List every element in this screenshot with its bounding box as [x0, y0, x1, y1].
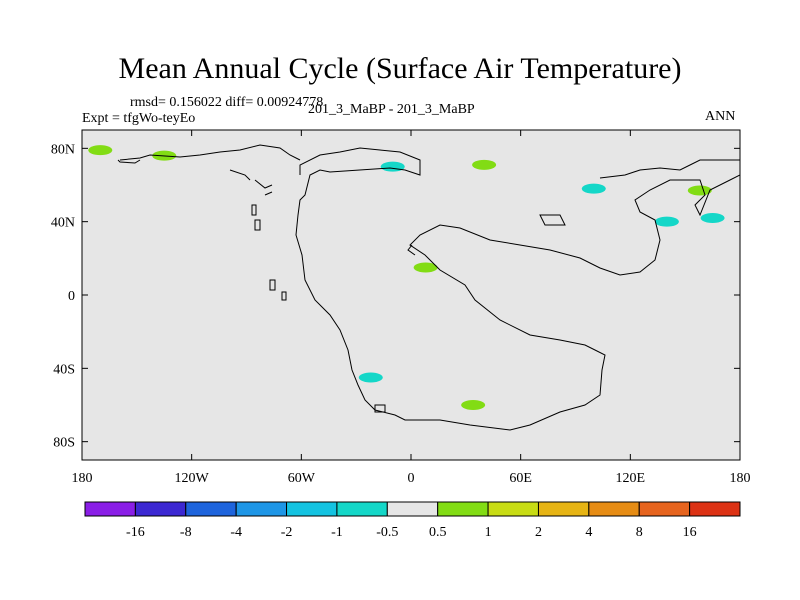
- anomaly-region: [700, 213, 725, 223]
- colorbar-label: -1: [331, 525, 343, 540]
- colorbar-label: -16: [126, 525, 145, 540]
- colorbar-swatch: [386, 501, 439, 517]
- colorbar-label: 0.5: [429, 525, 447, 540]
- stats-label: rmsd= 0.156022 diff= 0.00924778: [130, 95, 324, 110]
- colorbar-label: -8: [180, 525, 192, 540]
- anomaly-region: [461, 400, 486, 410]
- colorbar-swatch: [134, 501, 187, 517]
- x-tick-label: 180: [730, 471, 751, 486]
- colorbar-swatch: [286, 501, 338, 517]
- x-tick-label: 60W: [288, 471, 316, 486]
- y-tick-label: 0: [68, 289, 75, 304]
- x-tick-label: 180: [72, 471, 93, 486]
- colorbar-label: -4: [230, 525, 242, 540]
- colorbar-swatch: [84, 501, 136, 517]
- colorbar-swatch: [235, 501, 288, 517]
- anomaly-regions: [88, 145, 725, 410]
- colorbar-swatch: [588, 501, 640, 517]
- colorbar-swatch: [437, 501, 489, 517]
- season-label: ANN: [705, 109, 736, 124]
- anomaly-region: [472, 159, 497, 170]
- colorbar-label: 1: [485, 525, 492, 540]
- island-outlines: [251, 204, 566, 413]
- plot-background: [81, 129, 741, 461]
- continent-outline: [295, 147, 741, 431]
- y-tick-label: 40N: [51, 216, 75, 231]
- colorbar-swatch: [185, 501, 237, 517]
- anomaly-region: [380, 161, 405, 172]
- colorbar: -16 -8 -4 -2 -1 -0.5 0.5 1 2 4 8 16: [84, 501, 741, 540]
- y-tick-label: 80N: [51, 142, 75, 157]
- anomaly-region: [687, 185, 712, 196]
- anomaly-region: [581, 183, 606, 194]
- experiment-label: Expt = tfgWo-teyEo: [82, 111, 196, 126]
- colorbar-label: 16: [683, 525, 697, 540]
- colorbar-label: 2: [535, 525, 542, 540]
- y-tick-label: 80S: [53, 436, 75, 451]
- y-axis: 80N 40N 0 40S 80S: [51, 142, 740, 451]
- anomaly-region: [654, 216, 679, 227]
- colorbar-swatch: [638, 501, 691, 517]
- colorbar-swatch: [487, 501, 539, 517]
- comparison-label: 201_3_MaBP - 201_3_MaBP: [308, 102, 475, 117]
- colorbar-label: 4: [585, 525, 592, 540]
- colorbar-label: -0.5: [376, 525, 398, 540]
- colorbar-swatch: [689, 501, 741, 517]
- x-tick-label: 120W: [175, 471, 210, 486]
- x-axis: 180 120W 60W 0 60E 120E 180: [72, 130, 751, 486]
- x-tick-label: 0: [408, 471, 415, 486]
- colorbar-swatch: [537, 501, 590, 517]
- colorbar-label: -2: [281, 525, 293, 540]
- x-tick-label: 60E: [509, 471, 532, 486]
- anomaly-region: [88, 145, 113, 156]
- chart-title: Mean Annual Cycle (Surface Air Temperatu…: [118, 52, 682, 85]
- north-coast-outline: [117, 144, 416, 256]
- x-tick-label: 120E: [616, 471, 646, 486]
- anomaly-region: [358, 372, 383, 383]
- anomaly-region: [413, 262, 438, 273]
- colorbar-swatch: [336, 501, 388, 517]
- colorbar-label: 8: [636, 525, 643, 540]
- y-tick-label: 40S: [53, 362, 75, 377]
